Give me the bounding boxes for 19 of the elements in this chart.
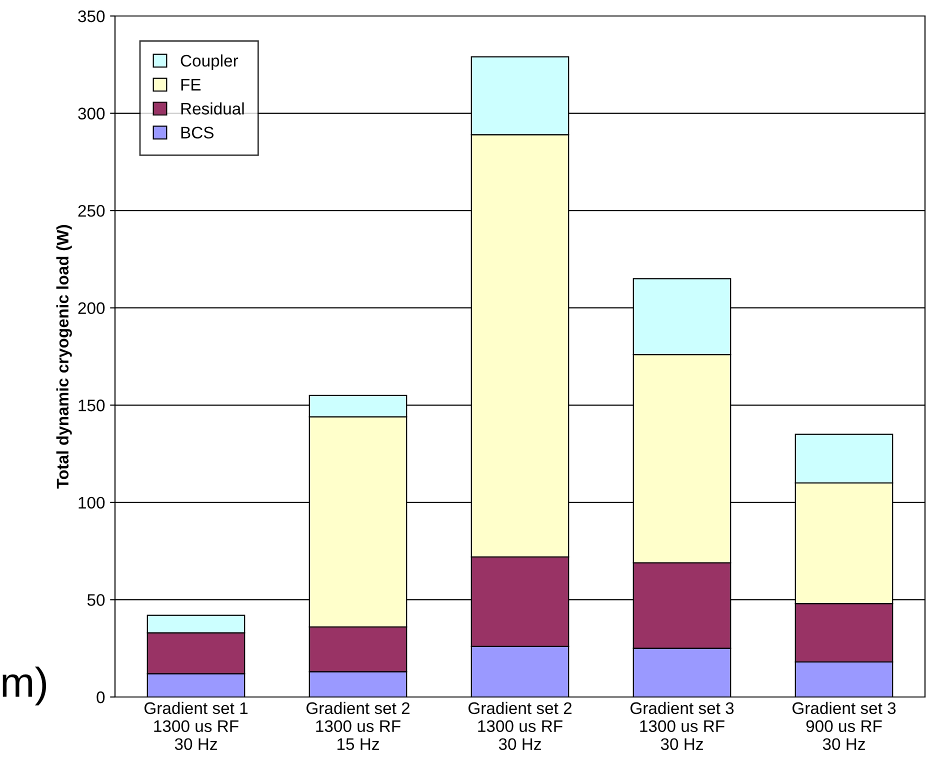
- legend-label: BCS: [181, 126, 214, 139]
- y-tick-label: 300: [78, 108, 105, 120]
- y-tick-label: 150: [78, 400, 105, 412]
- legend-label: FE: [181, 78, 201, 90]
- x-tick-label: Gradient set 3 900 us RF 30 Hz: [792, 702, 896, 750]
- x-tick-label: Gradient set 1 1300 us RF 30 Hz: [144, 702, 248, 750]
- x-tick-label: Gradient set 2 1300 us RF 15 Hz: [306, 702, 410, 750]
- text: m): [2, 666, 46, 706]
- y-tick-label: 250: [78, 204, 105, 217]
- y-tick-label: 350: [78, 10, 105, 22]
- y-tick-label: 200: [78, 302, 105, 314]
- y-tick-label: 0: [96, 691, 105, 704]
- x-tick-label: Gradient set 2 1300 us RF 30 Hz: [468, 702, 572, 750]
- y-tick-label: 100: [78, 496, 105, 509]
- x-tick-label: Gradient set 3 1300 us RF 30 Hz: [630, 702, 734, 750]
- legend-label: Coupler: [180, 54, 238, 70]
- legend-label: Residual: [181, 102, 244, 115]
- y-axis-title: Total dynamic cryogenic load (W): [56, 225, 72, 489]
- y-tick-label: 50: [87, 594, 105, 606]
